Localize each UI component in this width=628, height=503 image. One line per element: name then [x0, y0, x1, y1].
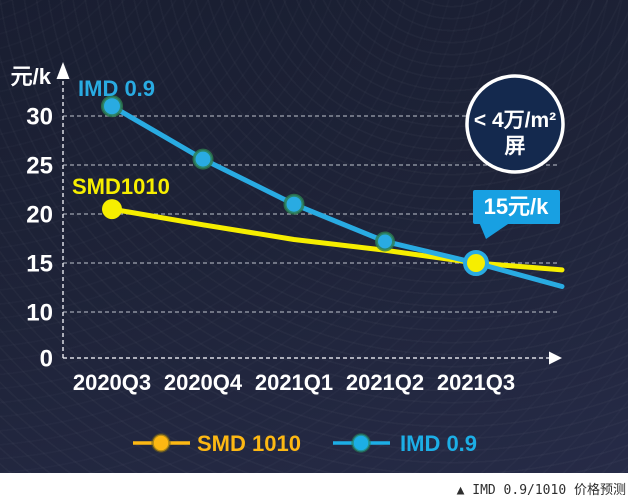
x-tick-label-2021Q3: 2021Q3	[437, 370, 515, 395]
badge-line2: 屏	[505, 135, 526, 158]
badge-circle	[465, 74, 565, 174]
axes-group: 元/k	[11, 62, 562, 365]
gridlines-group: 0 10 15 20 25 30	[26, 104, 560, 373]
line-chart: 0 10 15 20 25 30 元/k 2020Q3 2020Q4 2021Q1 2021Q2…	[11, 62, 565, 456]
badge-line1: < 4万/m²	[474, 109, 556, 132]
y-tick-label-0: 0	[40, 346, 53, 373]
legend-item-smd: SMD 1010	[133, 431, 301, 456]
x-tick-label-2021Q1: 2021Q1	[255, 370, 333, 395]
y-tick-label-10: 10	[26, 300, 53, 327]
x-tick-label-2020Q3: 2020Q3	[73, 370, 151, 395]
price-badge: < 4万/m² 屏	[465, 74, 565, 174]
legend: SMD 1010 IMD 0.9	[133, 431, 477, 456]
smd-series-line	[109, 206, 565, 273]
imd-point-2020Q4	[192, 148, 214, 170]
y-tick-label-25: 25	[26, 153, 53, 180]
imd-point-2020Q3	[101, 95, 123, 118]
figure-caption: ▲ IMD 0.9/1010 价格预测	[456, 482, 626, 498]
legend-imd-label: IMD 0.9	[400, 431, 477, 456]
y-axis-arrow-icon	[56, 62, 70, 79]
smd-series-label: SMD1010	[72, 174, 170, 199]
y-tick-label-20: 20	[26, 202, 53, 229]
series-group	[101, 95, 565, 290]
y-tick-label-15: 15	[26, 251, 53, 278]
x-tick-label-2021Q2: 2021Q2	[346, 370, 424, 395]
x-tick-label-2020Q4: 2020Q4	[164, 370, 243, 395]
caption-bar: ▲ IMD 0.9/1010 价格预测	[0, 473, 628, 503]
callout-label: 15元/k	[484, 194, 550, 219]
imd-series-label: IMD 0.9	[78, 76, 155, 101]
y-tick-label-30: 30	[26, 104, 53, 131]
smd-point-2020Q3	[102, 199, 122, 220]
legend-imd-dot-icon	[351, 433, 371, 453]
imd-point-2021Q2	[375, 231, 395, 252]
imd-series-line	[109, 103, 565, 290]
imd-point-2021Q1	[283, 193, 305, 215]
callout-box	[473, 190, 560, 224]
legend-smd-dot-icon	[151, 433, 171, 453]
callout-tail	[479, 222, 511, 239]
price-callout: 15元/k	[473, 190, 560, 239]
y-axis-unit-label: 元/k	[11, 64, 52, 89]
chart-panel: 0 10 15 20 25 30 元/k 2020Q3 2020Q4 2021Q1 2021Q2…	[0, 0, 628, 473]
x-tick-labels-group: 2020Q3 2020Q4 2021Q1 2021Q2 2021Q3	[73, 370, 515, 395]
highlight-point-2021Q3	[463, 250, 489, 276]
legend-item-imd: IMD 0.9	[333, 431, 477, 456]
x-axis-arrow-icon	[549, 351, 562, 365]
legend-smd-label: SMD 1010	[197, 431, 301, 456]
